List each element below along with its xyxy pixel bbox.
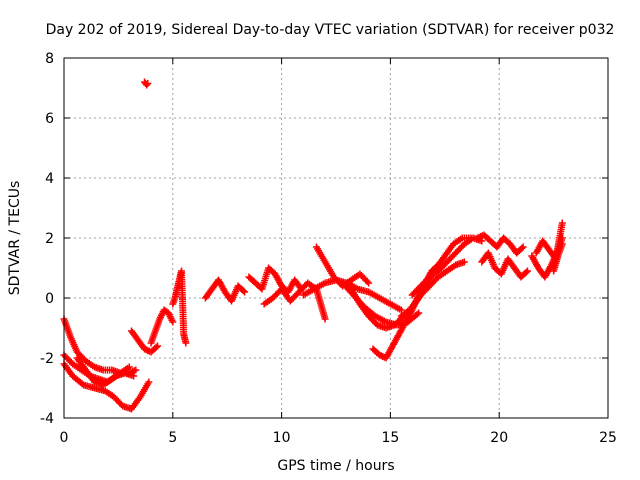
data-point (143, 81, 151, 89)
data-point (145, 378, 153, 386)
series-sat-s (478, 249, 531, 281)
series-sat-v (550, 240, 566, 275)
y-axis-label: SDTVAR / TECUs (7, 181, 23, 296)
data-point (523, 267, 531, 275)
y-tick-label: 6 (45, 111, 54, 127)
data-point (321, 315, 329, 323)
series-outlier (141, 78, 152, 89)
series-sat-e (127, 327, 162, 356)
data-point (413, 310, 421, 318)
data-point (239, 287, 247, 295)
series-sat-g (169, 267, 190, 347)
series-sat-i (245, 264, 305, 296)
data-point (130, 372, 138, 380)
data-point (558, 219, 566, 227)
data-point (132, 366, 140, 374)
data-point (363, 278, 371, 285)
y-tick-label: 0 (45, 291, 54, 307)
y-tick-label: -2 (40, 351, 54, 367)
series-sat-h (201, 276, 249, 305)
series-sat-j (260, 279, 329, 323)
chart-title: Day 202 of 2019, Sidereal Day-to-day VTE… (46, 22, 615, 38)
data-point (152, 343, 160, 351)
data-point (125, 363, 133, 371)
series-sat-f (147, 306, 177, 347)
y-tick-label: 8 (45, 51, 54, 67)
x-tick-label: 10 (273, 430, 291, 446)
x-tick-label: 5 (168, 430, 177, 446)
data-point (144, 80, 152, 87)
x-tick-label: 20 (490, 430, 508, 446)
grid (64, 58, 608, 418)
data-point (241, 288, 249, 296)
data-point (397, 306, 405, 314)
series-sat-q (408, 234, 486, 299)
x-tick-label: 15 (381, 430, 399, 446)
data-point (558, 240, 566, 248)
y-tick-label: 2 (45, 231, 54, 247)
series-sat-k (299, 276, 405, 314)
data-point (460, 258, 468, 266)
data-point (169, 318, 177, 326)
data-point (518, 244, 526, 252)
y-tick-label: -4 (40, 411, 54, 427)
series-sat-r (473, 231, 527, 257)
x-tick-label: 25 (599, 430, 617, 446)
x-tick-label: 0 (60, 430, 69, 446)
data-point (154, 342, 162, 350)
series-sat-d (73, 354, 133, 389)
axis-ticks: 0 5 10 15 20 25 -4 -2 0 2 4 6 8 (40, 51, 617, 446)
y-tick-label: 4 (45, 171, 54, 187)
data-point (522, 268, 530, 276)
x-axis-label: GPS time / hours (277, 458, 394, 474)
plot-border (63, 57, 609, 419)
data-point (182, 339, 190, 347)
data-point (519, 243, 527, 251)
data-points (60, 78, 566, 413)
data-point (365, 279, 373, 287)
data-point (415, 309, 423, 317)
